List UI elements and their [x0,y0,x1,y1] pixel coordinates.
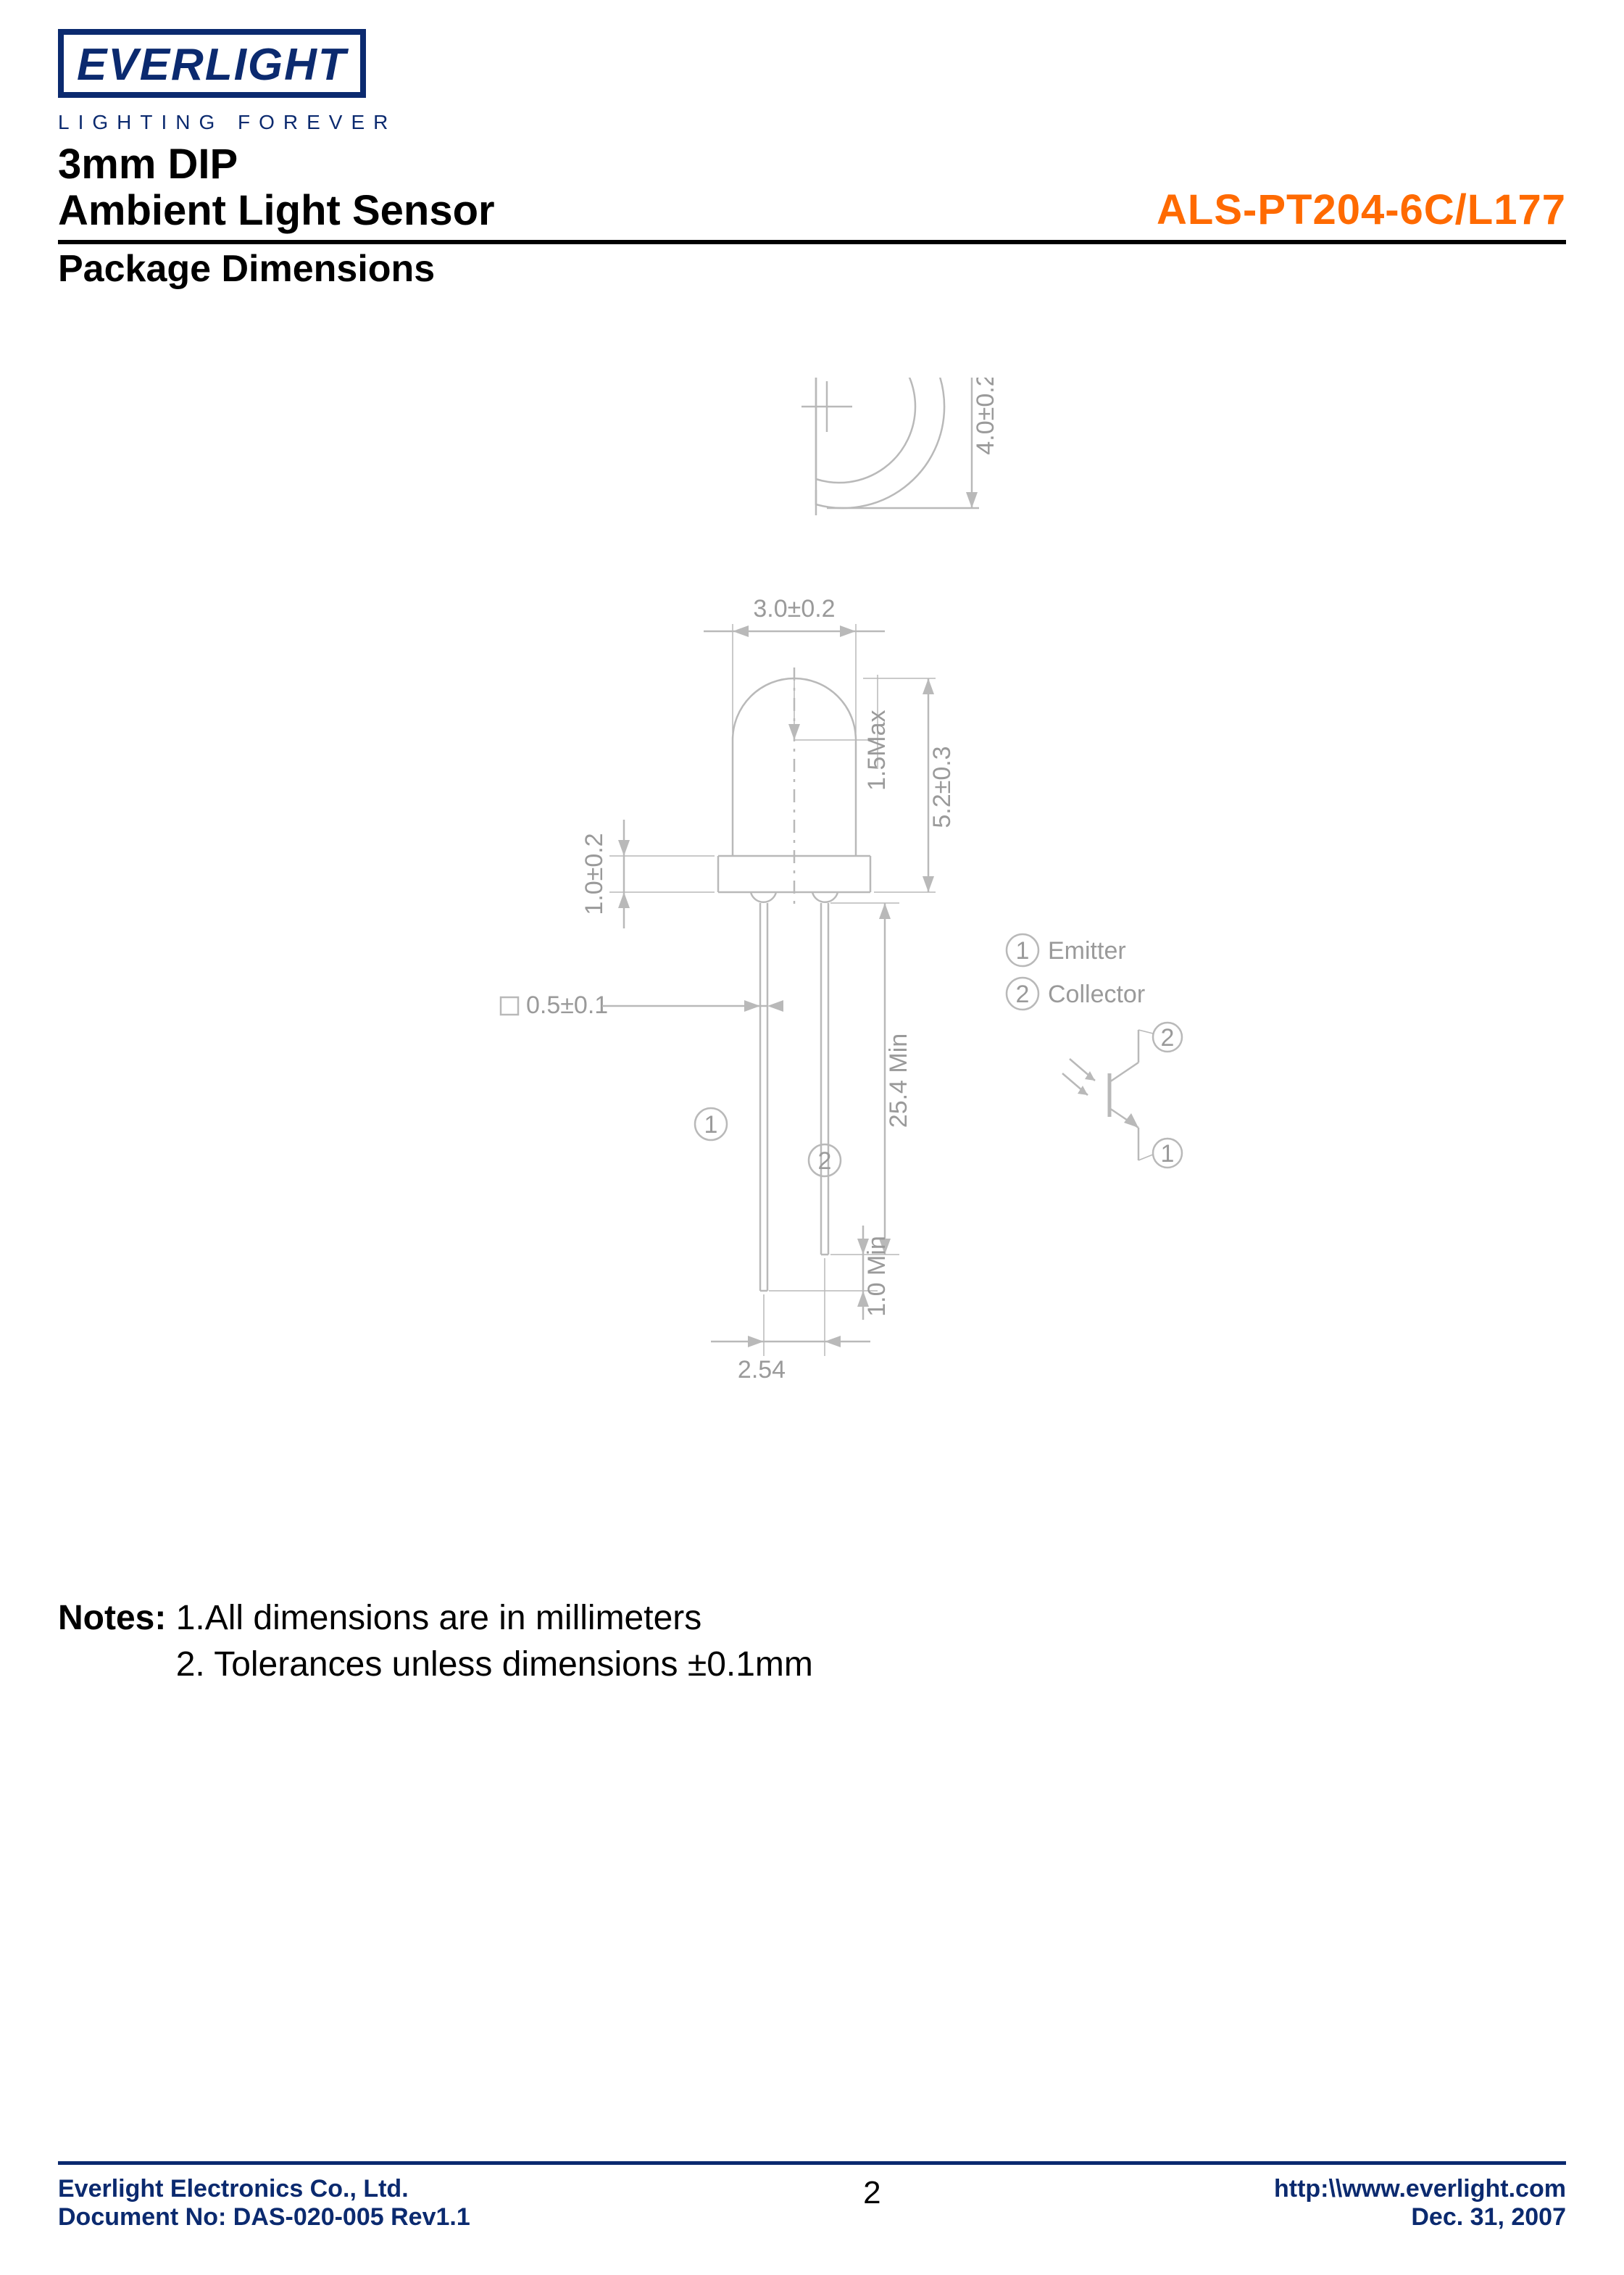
footer-company: Everlight Electronics Co., Ltd. [58,2175,470,2203]
footer-right: http:\\www.everlight.com Dec. 31, 2007 [1274,2175,1566,2232]
top-view: 4.0±0.2 [801,378,999,515]
page-footer: Everlight Electronics Co., Ltd. Document… [58,2155,1566,2232]
dim-top-diameter: 4.0±0.2 [972,378,999,455]
footer-date: Dec. 31, 2007 [1274,2203,1566,2232]
footer-url: http:\\www.everlight.com [1274,2175,1566,2203]
logo-block: EVERLIGHT LIGHTING FOREVER [58,29,1566,134]
header-row: 3mm DIP Ambient Light Sensor ALS-PT204-6… [58,141,1566,234]
dim-body-width: 3.0±0.2 [753,595,835,623]
dim-lead-square: 0.5±0.1 [526,991,608,1019]
title-line-2: Ambient Light Sensor [58,188,495,234]
note-2: 2. Tolerances unless dimensions ±0.1mm [176,1645,813,1684]
note-1: 1.All dimensions are in millimeters [176,1599,702,1637]
pin2-marker: 2 [817,1147,831,1175]
section-title: Package Dimensions [58,247,1566,291]
pin1-marker: 1 [704,1111,717,1139]
footer-left: Everlight Electronics Co., Ltd. Document… [58,2175,470,2232]
dim-lead-length: 25.4 Min [885,1033,912,1127]
page-number: 2 [863,2175,880,2211]
dim-lead-stub: 1.0 Min [863,1236,891,1317]
side-view: 3.0±0.2 1.0±0.2 1.5Max [501,595,956,1384]
package-drawing: 4.0±0.2 [58,378,1566,1465]
logo-text: EVERLIGHT [77,40,347,90]
legend-1-num: 1 [1015,937,1029,965]
title-line-1: 3mm DIP [58,141,495,188]
pin-legend: 1 Emitter 2 Collector [1007,934,1145,1010]
notes-label: Notes: [58,1599,166,1637]
legend-1-text: Emitter [1048,937,1126,965]
dim-body-height: 5.2±0.3 [928,746,956,828]
legend-2-text: Collector [1048,981,1145,1008]
dim-dome-radius: 1.5Max [863,710,891,791]
datasheet-page: EVERLIGHT LIGHTING FOREVER 3mm DIP Ambie… [0,0,1624,2275]
drawing-svg: 4.0±0.2 [305,378,1320,1465]
footer-docno: Document No: DAS-020-005 Rev1.1 [58,2203,470,2232]
logo-box: EVERLIGHT [58,29,366,98]
footer-rule [58,2161,1566,2165]
legend-2-num: 2 [1015,981,1029,1008]
product-title: 3mm DIP Ambient Light Sensor [58,141,495,234]
schematic-symbol: 2 1 [1062,1023,1182,1168]
logo-tagline: LIGHTING FOREVER [58,111,1566,134]
part-number: ALS-PT204-6C/L177 [1157,186,1566,234]
schematic-pin-bottom: 1 [1160,1140,1174,1168]
schematic-pin-top: 2 [1160,1024,1174,1052]
header-rule [58,240,1566,244]
dim-flange-height: 1.0±0.2 [580,833,608,915]
notes-block: Notes: 1.All dimensions are in millimete… [58,1595,1566,1689]
dim-pitch: 2.54 [737,1356,785,1384]
